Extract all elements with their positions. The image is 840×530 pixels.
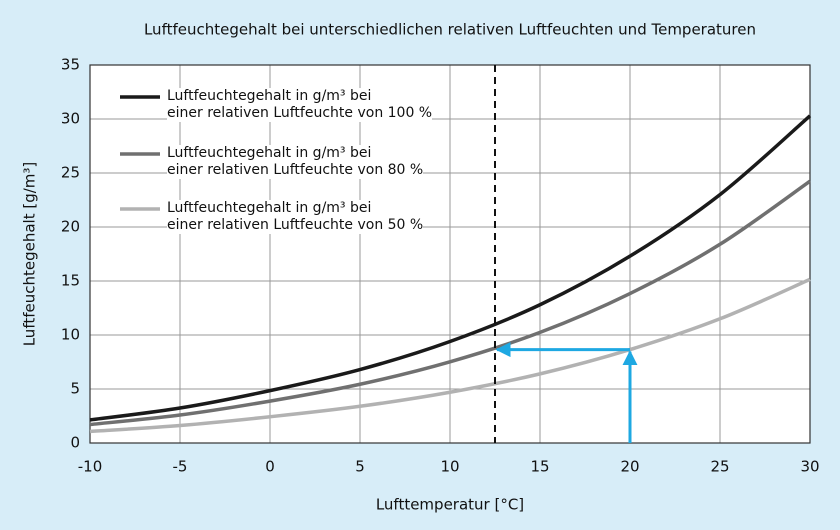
x-tick-label: 30 <box>800 458 819 476</box>
y-tick-label: 0 <box>70 434 80 452</box>
x-axis-title: Lufttemperatur [°C] <box>376 496 524 514</box>
x-tick-label: 5 <box>355 458 365 476</box>
x-tick-label: 10 <box>440 458 459 476</box>
data-line <box>89 179 812 427</box>
legend-entry: Luftfeuchtegehalt in g/m³ bei einer rela… <box>167 145 424 179</box>
legend-entry: Luftfeuchtegehalt in g/m³ bei einer rela… <box>167 200 424 234</box>
x-tick-label: -5 <box>173 458 188 476</box>
y-tick-label: 20 <box>61 218 80 236</box>
y-axis-title: Luftfeuchtegehalt [g/m³] <box>21 162 39 347</box>
y-tick-label: 30 <box>61 110 80 128</box>
y-tick-label: 35 <box>61 56 80 74</box>
x-tick-label: 0 <box>265 458 275 476</box>
legend-entry: Luftfeuchtegehalt in g/m³ bei einer rela… <box>167 88 433 122</box>
y-tick-label: 15 <box>61 272 80 290</box>
y-tick-label: 5 <box>70 380 80 398</box>
data-line <box>89 277 811 434</box>
y-tick-label: 10 <box>61 326 80 344</box>
x-tick-label: 15 <box>530 458 549 476</box>
plot-frame <box>89 64 811 444</box>
data-line <box>89 114 812 422</box>
x-tick-label: 25 <box>710 458 729 476</box>
x-tick-label: 20 <box>620 458 639 476</box>
chart-title: Luftfeuchtegehalt bei unterschiedlichen … <box>144 21 756 39</box>
y-tick-label: 25 <box>61 164 80 182</box>
x-tick-label: -10 <box>78 458 103 476</box>
